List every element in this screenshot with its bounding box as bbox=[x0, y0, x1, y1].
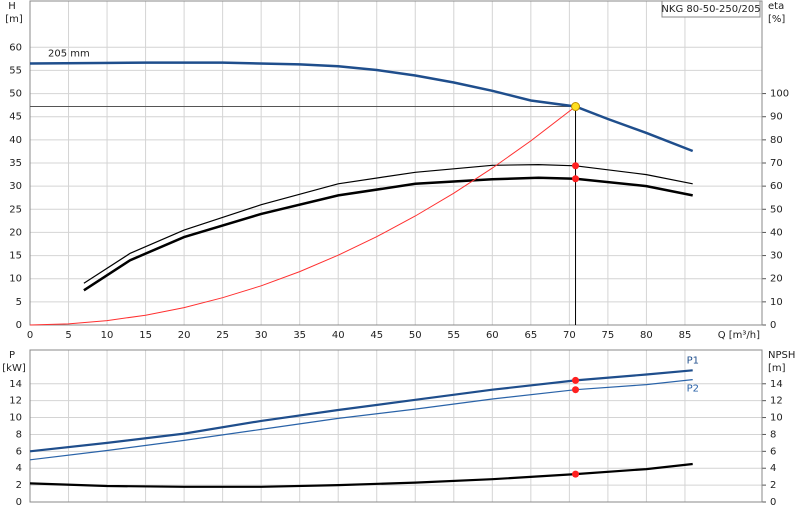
x-tick-label: 25 bbox=[216, 330, 229, 341]
y2-tick-label: 20 bbox=[770, 274, 783, 285]
duty-marker bbox=[572, 386, 580, 394]
y-axis-unit: [m] bbox=[5, 14, 23, 25]
x-tick-label: 55 bbox=[447, 330, 460, 341]
y2-tick-label: 6 bbox=[770, 446, 776, 457]
y2-tick-label: 10 bbox=[770, 413, 783, 424]
y2-tick-label: 0 bbox=[770, 497, 776, 508]
y-tick-label: 60 bbox=[9, 42, 22, 53]
y2-tick-label: 12 bbox=[770, 396, 783, 407]
y2-axis-unit: [%] bbox=[768, 14, 785, 25]
y-tick-label: 50 bbox=[9, 89, 22, 100]
x-tick-label: 15 bbox=[139, 330, 152, 341]
curve bbox=[83, 176, 693, 292]
x-tick-label: 30 bbox=[255, 330, 268, 341]
model-box bbox=[661, 0, 761, 18]
duty-marker bbox=[572, 162, 580, 170]
y2-tick-label: 8 bbox=[770, 429, 776, 440]
y-tick-label: 5 bbox=[16, 297, 22, 308]
y2-tick-label: 50 bbox=[770, 204, 783, 215]
y-tick-label: 10 bbox=[9, 413, 22, 424]
x-tick-label: 0 bbox=[27, 330, 33, 341]
x-tick-label: 35 bbox=[293, 330, 306, 341]
x-tick-label: 65 bbox=[524, 330, 537, 341]
y-tick-label: 8 bbox=[16, 429, 22, 440]
x-tick-label: 75 bbox=[602, 330, 615, 341]
curve-label: P2 bbox=[687, 384, 699, 395]
y-axis-unit: [kW] bbox=[2, 363, 26, 374]
y-tick-label: 6 bbox=[16, 446, 22, 457]
y2-tick-label: 30 bbox=[770, 251, 783, 262]
plot-frame bbox=[29, 349, 763, 503]
x-axis-label: Q [m³/h] bbox=[718, 330, 760, 341]
curve-label: P1 bbox=[687, 355, 699, 366]
y2-tick-label: 90 bbox=[770, 112, 783, 123]
curve bbox=[29, 106, 576, 326]
curve-label: 205 mm bbox=[48, 48, 90, 59]
x-tick-label: 10 bbox=[101, 330, 114, 341]
y2-tick-label: 10 bbox=[770, 297, 783, 308]
y-tick-label: 4 bbox=[16, 463, 22, 474]
duty-point bbox=[571, 102, 581, 112]
y2-tick-label: 70 bbox=[770, 158, 783, 169]
duty-marker bbox=[572, 376, 580, 384]
y2-tick-label: 100 bbox=[770, 89, 789, 100]
x-tick-label: 80 bbox=[640, 330, 653, 341]
curve bbox=[29, 462, 693, 488]
x-tick-label: 50 bbox=[409, 330, 422, 341]
y-tick-label: 55 bbox=[9, 65, 22, 76]
y2-tick-label: 60 bbox=[770, 181, 783, 192]
y-tick-label: 14 bbox=[9, 379, 22, 390]
x-tick-label: 5 bbox=[65, 330, 71, 341]
x-tick-label: 45 bbox=[370, 330, 383, 341]
y-tick-label: 0 bbox=[16, 320, 22, 331]
y-axis-label: H bbox=[8, 1, 16, 12]
x-tick-label: 20 bbox=[178, 330, 191, 341]
curve bbox=[29, 61, 694, 153]
model-label: NKG 80-50-250/205 bbox=[661, 4, 760, 15]
curve bbox=[83, 163, 693, 284]
y2-tick-label: 14 bbox=[770, 379, 783, 390]
y-tick-label: 45 bbox=[9, 112, 22, 123]
y2-tick-label: 4 bbox=[770, 463, 776, 474]
y2-axis-label: eta bbox=[768, 1, 784, 12]
y-tick-label: 15 bbox=[9, 251, 22, 262]
y2-tick-label: 40 bbox=[770, 227, 783, 238]
y-tick-label: 20 bbox=[9, 227, 22, 238]
y-tick-label: 10 bbox=[9, 274, 22, 285]
y2-tick-label: 80 bbox=[770, 135, 783, 146]
duty-marker bbox=[572, 470, 580, 478]
x-tick-label: 60 bbox=[486, 330, 499, 341]
x-tick-label: 85 bbox=[679, 330, 692, 341]
y2-tick-label: 2 bbox=[770, 480, 776, 491]
y-tick-label: 12 bbox=[9, 396, 22, 407]
y-tick-label: 25 bbox=[9, 204, 22, 215]
y2-axis-unit: [m] bbox=[768, 363, 786, 374]
y-tick-label: 35 bbox=[9, 158, 22, 169]
y-tick-label: 0 bbox=[16, 497, 22, 508]
plot-frame bbox=[29, 0, 763, 326]
y2-tick-label: 0 bbox=[770, 320, 776, 331]
y2-axis-label: NPSH bbox=[768, 350, 795, 361]
y-tick-label: 40 bbox=[9, 135, 22, 146]
x-tick-label: 40 bbox=[332, 330, 345, 341]
y-axis-label: P bbox=[9, 350, 15, 361]
curve bbox=[29, 369, 693, 453]
y-tick-label: 2 bbox=[16, 480, 22, 491]
y-tick-label: 30 bbox=[9, 181, 22, 192]
curve bbox=[29, 379, 693, 461]
x-tick-label: 70 bbox=[563, 330, 576, 341]
duty-marker bbox=[572, 175, 580, 183]
